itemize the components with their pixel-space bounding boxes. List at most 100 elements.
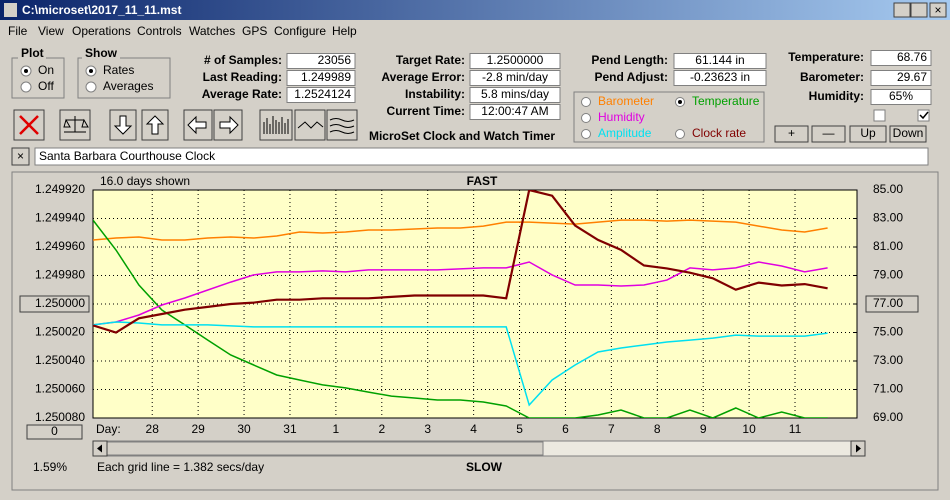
- field-box: [469, 70, 561, 86]
- slow-label: SLOW: [466, 460, 503, 474]
- menu-item[interactable]: File: [8, 24, 28, 38]
- right-icon: [219, 115, 239, 135]
- y-tick-label: 1.249960: [35, 239, 85, 253]
- balance-icon: [63, 116, 89, 133]
- show-group: [77, 57, 171, 99]
- x-tick-label: 3: [424, 422, 431, 436]
- x-tick-label: 5: [516, 422, 523, 436]
- scroll-thumb[interactable]: [106, 441, 544, 456]
- app-name: MicroSet Clock and Watch Timer: [369, 129, 555, 143]
- y-tick-label: 1.249940: [35, 211, 85, 225]
- field-box: [286, 53, 356, 69]
- center-button[interactable]: [19, 295, 90, 313]
- center-button[interactable]: [865, 295, 919, 313]
- field-value: 1.2524124: [294, 87, 351, 101]
- y-tick-label: 1.250040: [35, 353, 85, 367]
- radio-label: On: [38, 63, 54, 77]
- stop-icon: [19, 115, 39, 135]
- radio[interactable]: [85, 81, 97, 93]
- radio[interactable]: [20, 81, 32, 93]
- field-label: Average Error:: [381, 70, 465, 84]
- y2-tick-label: 81.00: [873, 239, 903, 253]
- legend-label: Humidity: [598, 110, 645, 124]
- adjust-button[interactable]: [774, 125, 809, 143]
- field-value: -2.8 min/day: [482, 70, 548, 84]
- group-label-bg: [82, 48, 120, 60]
- axes: 1.249920 1.249940 1.249960 1.249980 1.250000…: [19, 182, 919, 436]
- legend-items: Barometer Temperature Humidity Amplitude Clo…: [581, 94, 760, 140]
- field-box: [870, 70, 932, 86]
- radio-label: Averages: [103, 79, 153, 93]
- y-tick-label: 1.250080: [35, 410, 85, 424]
- radio-label: Rates: [103, 63, 134, 77]
- field-box: [469, 87, 561, 103]
- menu-item[interactable]: Controls: [137, 24, 182, 38]
- menu-item[interactable]: Configure: [274, 24, 326, 38]
- y2-tick-label: 71.00: [873, 382, 903, 396]
- clear-glyph: ×: [17, 149, 24, 163]
- down-icon: [113, 115, 133, 135]
- clear-button[interactable]: [11, 147, 30, 166]
- field-label: Barometer:: [800, 70, 864, 84]
- series-line: [93, 219, 828, 241]
- field-box: [469, 53, 561, 69]
- field-value: 65%: [889, 89, 913, 103]
- fast-label: FAST: [467, 174, 498, 188]
- bars-icon: [263, 116, 289, 134]
- field-value: 61.144 in: [695, 53, 744, 67]
- close-glyph: ×: [934, 3, 941, 17]
- field-label: Last Reading:: [203, 70, 282, 84]
- field-value: -0.23623 in: [690, 70, 750, 84]
- menu-item[interactable]: GPS: [242, 24, 267, 38]
- x-tick-label: 2: [378, 422, 385, 436]
- arrow: [856, 444, 861, 453]
- legend-radio[interactable]: [675, 129, 685, 139]
- maximize-button[interactable]: [910, 2, 928, 18]
- field-label: Target Rate:: [396, 53, 465, 67]
- series-line: [93, 219, 828, 418]
- field-label: Pend Length:: [591, 53, 668, 67]
- day-label: Day:: [96, 422, 121, 436]
- x-tick-label: 28: [146, 422, 160, 436]
- checkbox[interactable]: [917, 109, 930, 122]
- clock-name: Santa Barbara Courthouse Clock: [39, 149, 216, 163]
- legend-label: Barometer: [598, 94, 654, 108]
- button-label: Down: [893, 126, 924, 140]
- menu-item[interactable]: View: [38, 24, 64, 38]
- field-box: [673, 53, 767, 69]
- legend-radio[interactable]: [581, 113, 591, 123]
- clock-name-field[interactable]: [34, 147, 929, 166]
- menu-item[interactable]: Watches: [189, 24, 235, 38]
- y2-tick-label: 77.00: [873, 296, 903, 310]
- series-line: [93, 190, 828, 334]
- y-tick-label: 1.250000: [35, 296, 85, 310]
- field-value: 1.2500000: [487, 53, 544, 67]
- adjust-button[interactable]: [889, 125, 927, 143]
- field-label: # of Samples:: [204, 53, 282, 67]
- y-tick-label: 1.249980: [35, 268, 85, 282]
- minimize-button[interactable]: [893, 2, 911, 18]
- checkbox[interactable]: [873, 109, 886, 122]
- waves-icon: [329, 118, 355, 134]
- field-box: [286, 87, 356, 103]
- adjust-button[interactable]: [849, 125, 887, 143]
- legend-radio[interactable]: [581, 97, 591, 107]
- radio-groups: On Off Rates Averages: [20, 63, 153, 93]
- x-tick-label: 4: [470, 422, 477, 436]
- menu-item[interactable]: Help: [332, 24, 357, 38]
- window-title: C:\microset\2017_11_11.mst: [22, 3, 181, 17]
- legend-label: Amplitude: [598, 126, 652, 140]
- legend-radio[interactable]: [581, 129, 591, 139]
- close-button[interactable]: [929, 2, 947, 18]
- field-label: Humidity:: [809, 89, 864, 103]
- x-tick-label: 6: [562, 422, 569, 436]
- field-value: 68.76: [897, 50, 927, 64]
- adjust-button[interactable]: [811, 125, 846, 143]
- x-tick-label: 9: [700, 422, 707, 436]
- menu-item[interactable]: Operations: [72, 24, 131, 38]
- field-box: [673, 70, 767, 86]
- zoom-label: 0: [51, 424, 58, 438]
- field-label: Current Time:: [387, 104, 465, 118]
- zoom-button[interactable]: [26, 424, 83, 440]
